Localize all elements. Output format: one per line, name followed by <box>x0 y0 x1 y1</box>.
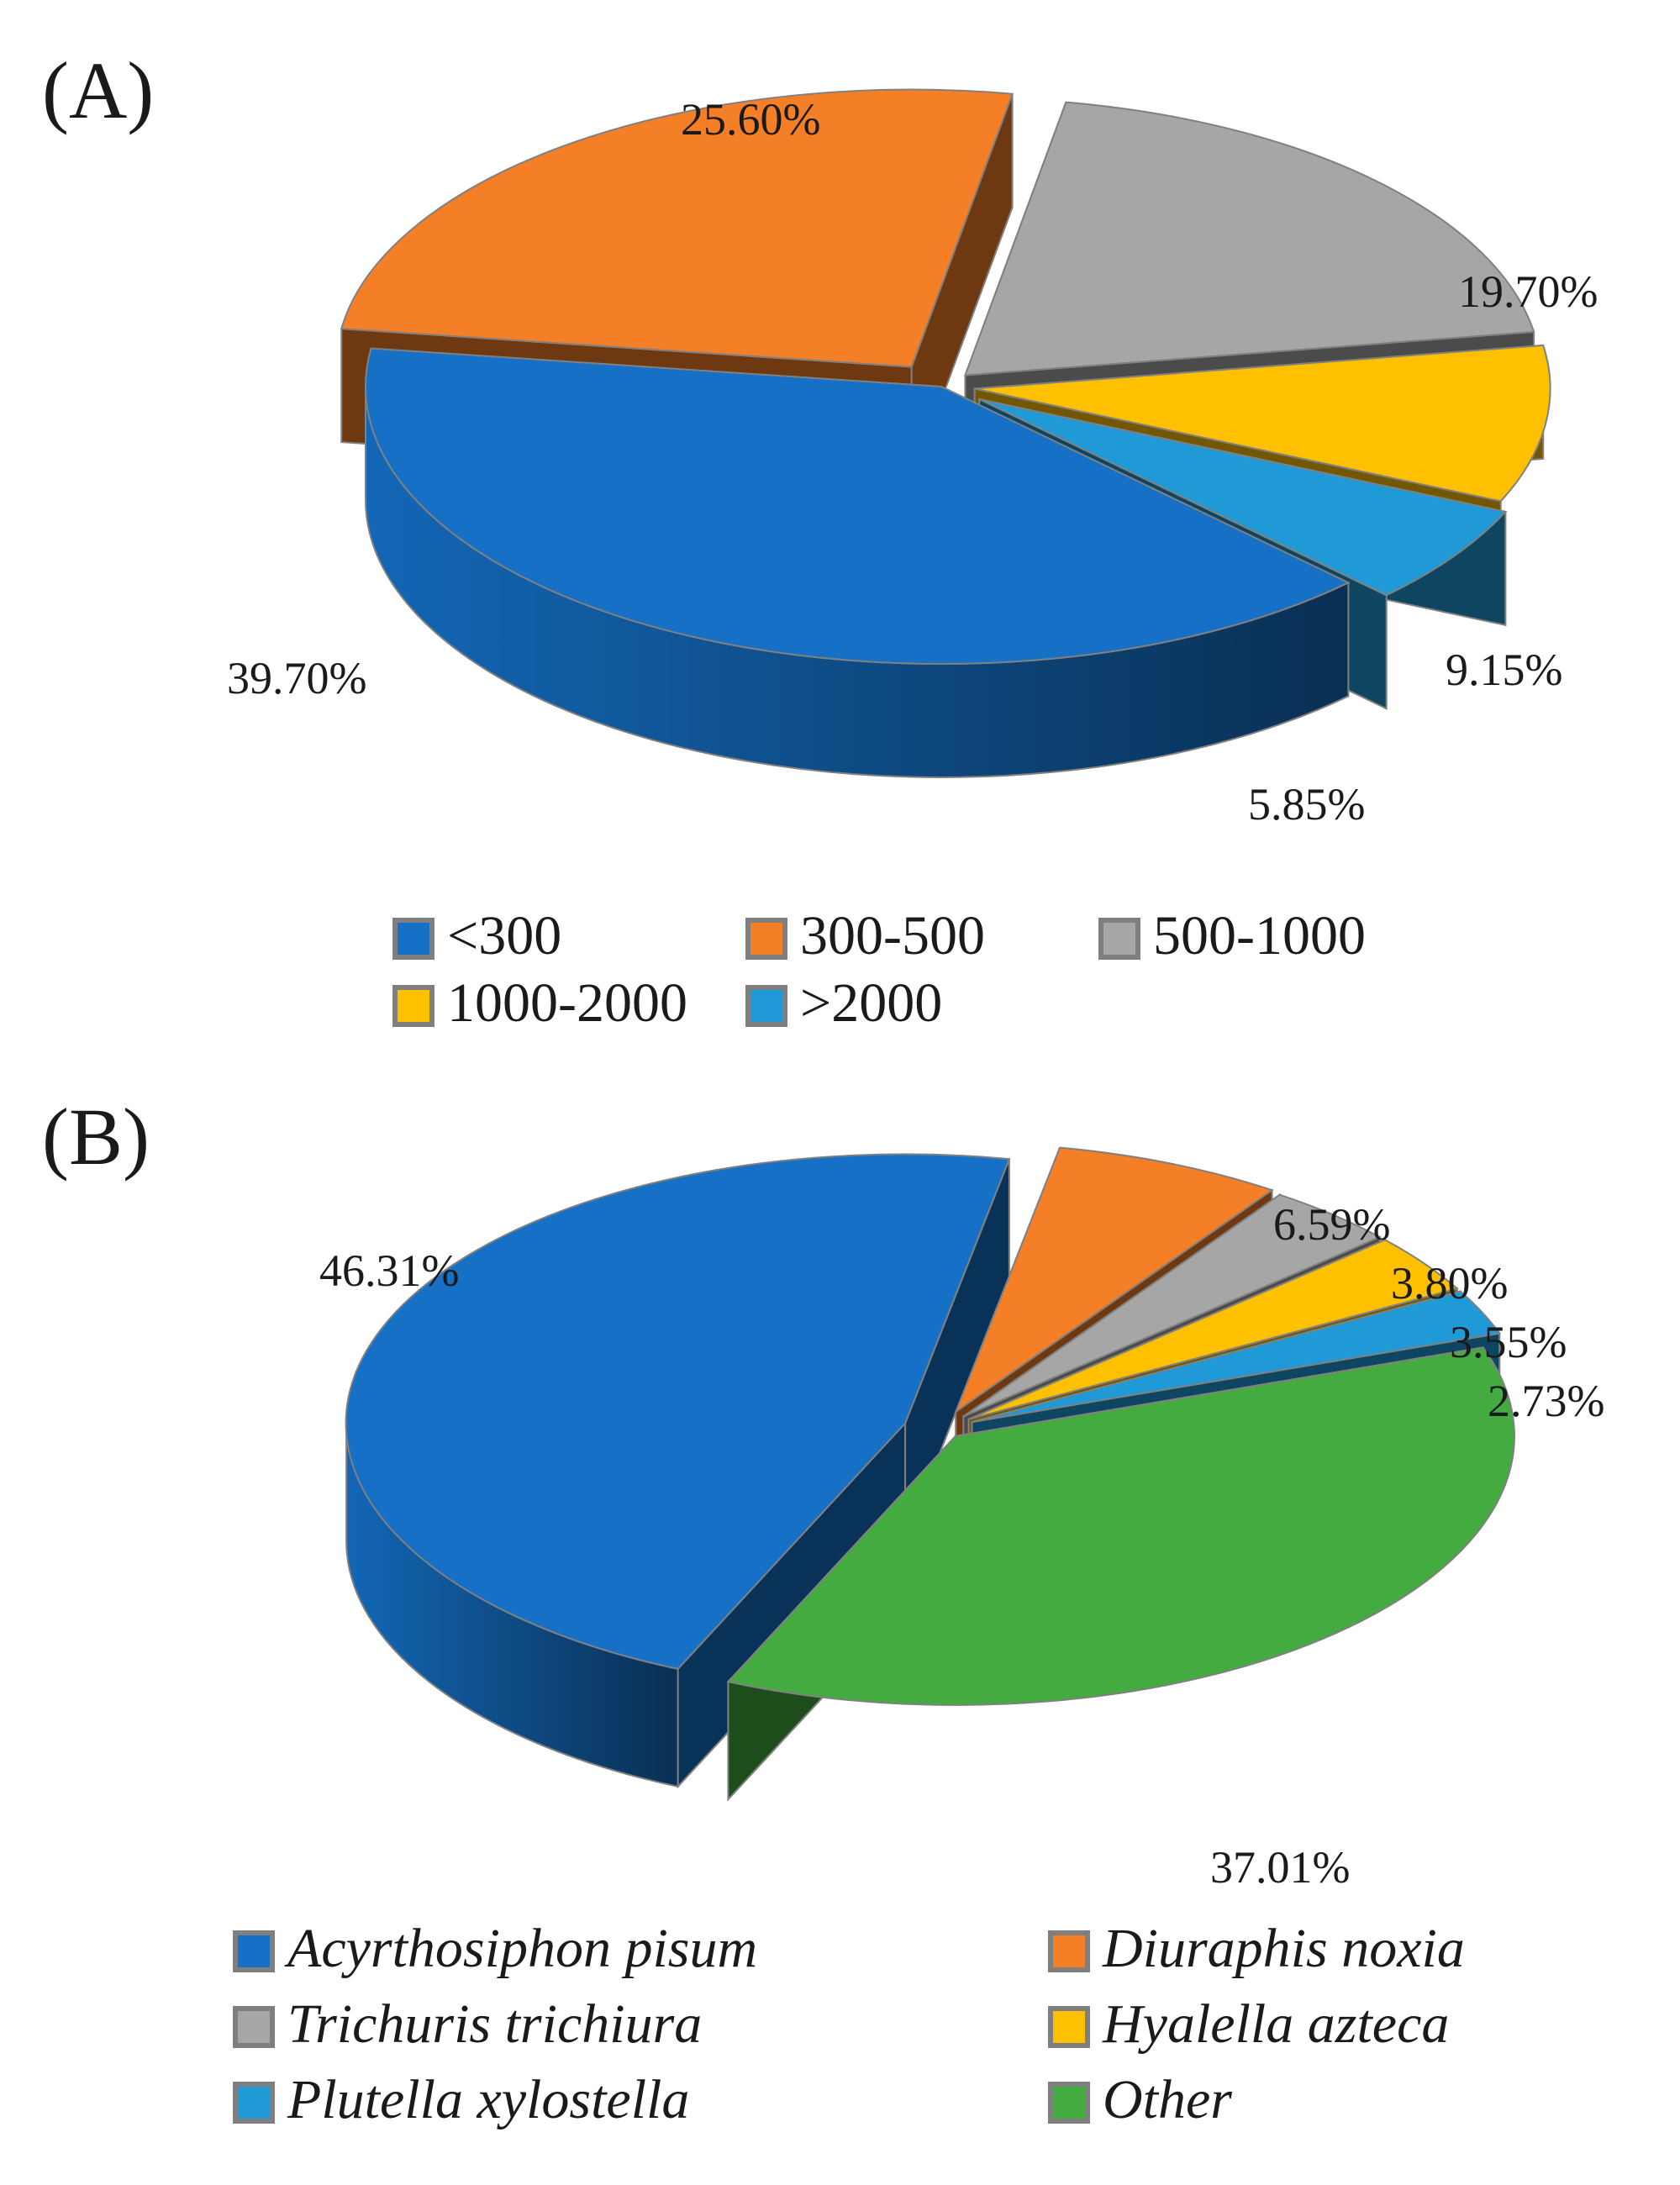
chart-panel-a: (A) 39.70% 25.60% 19.70% 9.15% 5.85% <300 300… <box>42 45 1598 1034</box>
legend-item-diuraphis-noxia: Diuraphis noxia <box>1048 1918 1465 1979</box>
legend-label-acyrthosiphon-pisum: Acyrthosiphon pisum <box>284 1918 757 1979</box>
legend-a: <300 300-500 500-1000 1000-2000 >2000 <box>392 905 1366 1034</box>
legend-item-trichuris-trichiura: Trichuris trichiura <box>233 1993 702 2055</box>
legend-label-300-500: 300-500 <box>800 905 985 966</box>
legend-swatch-trichuris-trichiura <box>233 2006 275 2048</box>
slice-plutella-xylostella <box>972 1290 1502 1424</box>
data-label-gt-2000: 5.85% <box>1248 779 1365 829</box>
slice-500-1000 <box>964 101 1535 376</box>
data-label-other: 37.01% <box>1210 1842 1350 1893</box>
legend-swatch-lt-300 <box>392 918 434 960</box>
legend-item-300-500: 300-500 <box>745 905 985 966</box>
legend-label-500-1000: 500-1000 <box>1153 905 1366 966</box>
legend-label-trichuris-trichiura: Trichuris trichiura <box>287 1993 702 2055</box>
legend-item-hyalella-azteca: Hyalella azteca <box>1048 1993 1449 2055</box>
chart-panel-b: (B) 46.31% 6.59%3.80% 3.55% 2.73% 37.01% Acy… <box>42 1092 1604 2130</box>
data-label-lt-300: 39.70% <box>227 653 366 703</box>
legend-item-plutella-xylostella: Plutella xylostella <box>233 2069 689 2130</box>
slice-1000-2000 <box>974 344 1551 503</box>
slice-diuraphis-noxia <box>954 1146 1274 1414</box>
legend-item-500-1000: 500-1000 <box>1098 905 1366 966</box>
legend-b: Acyrthosiphon pisum Diuraphis noxia Trichu… <box>233 1918 1465 2130</box>
legend-label-hyalella-azteca: Hyalella azteca <box>1102 1993 1449 2055</box>
pie-chart-a <box>340 88 1551 778</box>
data-label-300-500: 25.60% <box>681 94 820 145</box>
legend-item-1000-2000: 1000-2000 <box>392 972 687 1034</box>
legend-label-diuraphis-noxia: Diuraphis noxia <box>1102 1918 1465 1979</box>
legend-item-gt-2000: >2000 <box>745 972 942 1034</box>
legend-swatch-1000-2000 <box>392 985 434 1027</box>
legend-swatch-300-500 <box>745 918 787 960</box>
data-labels-b: 46.31% 6.59%3.80% 3.55% 2.73% 37.01% <box>319 1199 1604 1893</box>
legend-swatch-acyrthosiphon-pisum <box>233 1930 275 1972</box>
legend-swatch-plutella-xylostella <box>233 2082 275 2124</box>
slice-300-500 <box>340 88 1014 368</box>
legend-label-1000-2000: 1000-2000 <box>447 972 687 1034</box>
panel-label-a: (A) <box>42 45 154 135</box>
legend-label-plutella-xylostella: Plutella xylostella <box>287 2069 689 2130</box>
pie-chart-b <box>345 1146 1515 1802</box>
legend-swatch-other <box>1048 2082 1090 2124</box>
data-label-diuraphis-noxia: 6.59% <box>1273 1199 1390 1250</box>
legend-label-lt-300: <300 <box>447 905 561 966</box>
legend-swatch-500-1000 <box>1098 918 1140 960</box>
legend-item-acyrthosiphon-pisum: Acyrthosiphon pisum <box>233 1918 757 1979</box>
data-label-trichuris-trichiura: 3.80% <box>1391 1258 1508 1308</box>
slice-hyalella-azteca <box>968 1239 1459 1420</box>
legend-item-other: Other <box>1048 2069 1232 2130</box>
slice-other <box>726 1346 1515 1706</box>
data-label-1000-2000: 9.15% <box>1446 645 1562 695</box>
panel-label-b: (B) <box>42 1092 150 1182</box>
data-label-plutella-xylostella: 2.73% <box>1488 1376 1604 1426</box>
legend-label-other: Other <box>1103 2069 1232 2130</box>
legend-swatch-diuraphis-noxia <box>1048 1930 1090 1972</box>
slice-trichuris-trichiura <box>962 1193 1382 1418</box>
legend-label-gt-2000: >2000 <box>800 972 942 1034</box>
data-labels-a: 39.70% 25.60% 19.70% 9.15% 5.85% <box>227 94 1598 829</box>
data-label-hyalella-azteca: 3.55% <box>1450 1317 1567 1367</box>
data-label-acyrthosiphon-pisum: 46.31% <box>319 1245 459 1296</box>
data-label-500-1000: 19.70% <box>1458 266 1598 317</box>
legend-item-lt-300: <300 <box>392 905 561 966</box>
slice-gt-2000 <box>978 398 1508 597</box>
slice-acyrthosiphon-pisum <box>345 1153 1011 1670</box>
legend-swatch-hyalella-azteca <box>1048 2006 1090 2048</box>
legend-swatch-gt-2000 <box>745 985 787 1027</box>
slice-lt-300 <box>365 347 1351 665</box>
